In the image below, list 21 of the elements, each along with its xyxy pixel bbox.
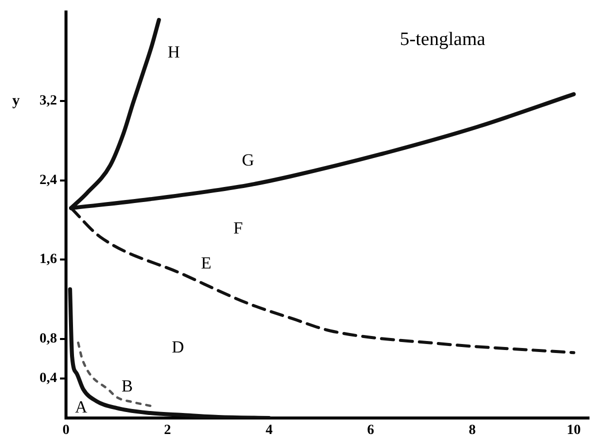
annotation: A [75, 397, 88, 416]
x-tick-label: 10 [566, 423, 581, 438]
x-tick-label: 4 [266, 423, 273, 438]
y-tick-label: 2,4 [40, 172, 57, 188]
line-series [68, 287, 272, 418]
x-tick-label: 8 [468, 423, 476, 438]
text: 5-tenglama [400, 28, 486, 50]
y-tick-label: 0,8 [40, 331, 57, 346]
y-tick-label: 3,2 [40, 94, 57, 109]
y-tick-label: 0,4 [40, 371, 57, 386]
annotation: D [172, 338, 184, 357]
annotation: B [122, 376, 133, 396]
x-tick-label: 6 [367, 423, 374, 438]
y-axis-title: y [12, 92, 20, 109]
x-tick-label: 2 [164, 423, 172, 438]
annotation: H [168, 42, 180, 62]
annotation: G [242, 150, 254, 170]
y-tick-label: 1,6 [40, 252, 57, 268]
annotation: E [200, 254, 212, 273]
annotation: F [233, 218, 243, 238]
x-tick-label: 0 [62, 423, 70, 438]
